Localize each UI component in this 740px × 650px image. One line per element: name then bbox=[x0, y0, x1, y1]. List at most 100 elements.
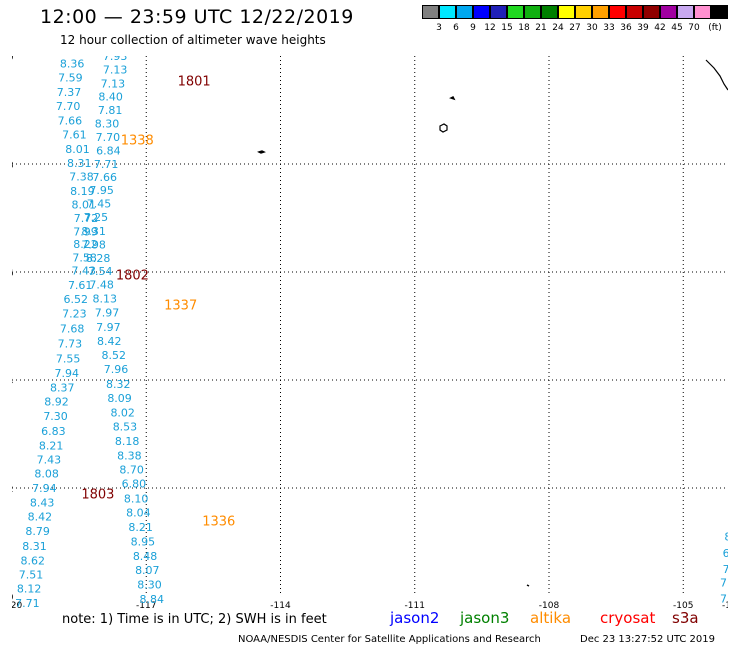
lat-tick-label: 20 bbox=[12, 56, 14, 63]
colorbar-label: 36 bbox=[620, 23, 632, 33]
lon-tick-label: -111 bbox=[405, 601, 425, 608]
swh-value: 7.98 bbox=[81, 238, 106, 251]
swh-value: 8.31 bbox=[81, 225, 106, 238]
swh-value: 8.42 bbox=[97, 335, 122, 348]
swh-value: 7 bbox=[727, 436, 728, 449]
swh-value: 8.70 bbox=[119, 464, 143, 477]
swh-value: 7.94 bbox=[32, 482, 57, 495]
swh-value: 7.13 bbox=[103, 64, 128, 77]
swh-value: 7 bbox=[727, 490, 728, 503]
swh-value: 7.71 bbox=[15, 597, 40, 608]
swh-value: 7.55 bbox=[56, 352, 80, 365]
swh-value: 8.19 bbox=[70, 185, 95, 198]
swh-value: 8.18 bbox=[115, 435, 140, 448]
swh-value: 7.94 bbox=[55, 367, 79, 380]
mission-legend-cryosat: cryosat bbox=[600, 609, 656, 627]
altimeter-track-west: 8.367.597.377.707.667.618.018.317.388.19… bbox=[15, 58, 99, 608]
swh-value: 8.02 bbox=[110, 406, 135, 419]
altimeter-track-east: 7.937.137.138.407.818.307.706.847.717.66… bbox=[81, 56, 166, 608]
swh-value: 8.31 bbox=[67, 157, 92, 170]
colorbar-swatch bbox=[660, 5, 677, 19]
swh-value: 7.68 bbox=[60, 323, 85, 336]
map-subtitle: 12 hour collection of altimeter wave hei… bbox=[60, 33, 326, 47]
swh-value: 7.38 bbox=[69, 170, 94, 183]
swh-value: 6.8 bbox=[717, 607, 728, 608]
swh-value: 7.54 bbox=[88, 265, 113, 278]
swh-value: 7.96 bbox=[104, 363, 129, 376]
swh-value: 7.13 bbox=[101, 78, 126, 91]
swh-value: 7.97 bbox=[95, 307, 120, 320]
swh-value: 8.12 bbox=[17, 582, 42, 595]
colorbar-label: 12 bbox=[484, 23, 496, 33]
pass-time-label: 1336 bbox=[202, 514, 235, 529]
swh-value: 8.62 bbox=[21, 554, 46, 567]
colorbar-label: 39 bbox=[637, 23, 649, 33]
swh-value: 8.38 bbox=[117, 450, 142, 463]
swh-value: 8.32 bbox=[106, 378, 131, 391]
map-title: 12:00 — 23:59 UTC 12/22/2019 bbox=[40, 6, 354, 28]
colorbar-label: 27 bbox=[569, 23, 581, 33]
swh-value: 7.71 bbox=[94, 158, 119, 171]
swh-value: 7.48 bbox=[89, 278, 114, 291]
colorbar-swatch bbox=[490, 5, 507, 19]
swh-value: 7.6 bbox=[720, 593, 728, 606]
colorbar-swatch bbox=[456, 5, 473, 19]
swh-value: 8.31 bbox=[22, 540, 47, 553]
lon-tick-label: -117 bbox=[136, 601, 156, 608]
colorbar-label: 33 bbox=[603, 23, 615, 33]
swh-value: 7.43 bbox=[37, 453, 62, 466]
colorbar-swatch bbox=[626, 5, 643, 19]
colorbar-swatch bbox=[592, 5, 609, 19]
colorbar-swatch bbox=[558, 5, 575, 19]
coastline-features bbox=[257, 59, 728, 587]
lat-tick-label: 10 bbox=[12, 593, 14, 603]
swh-value: 8.40 bbox=[98, 91, 123, 104]
swh-value: 8.42 bbox=[28, 511, 53, 524]
swh-value: 7.45 bbox=[87, 197, 112, 210]
swh-value: 8.04 bbox=[126, 506, 151, 519]
swh-value: 8.53 bbox=[113, 420, 138, 433]
colorbar-swatch bbox=[541, 5, 558, 19]
swh-value: 8.09 bbox=[107, 392, 132, 405]
lat-tick-label: 16 bbox=[12, 269, 14, 279]
colorbar-label: 21 bbox=[535, 23, 547, 33]
units-note: note: 1) Time is in UTC; 2) SWH is in fe… bbox=[62, 612, 327, 627]
mission-legend-jason3: jason3 bbox=[460, 609, 510, 627]
swh-value: 7.70 bbox=[96, 131, 121, 144]
coast-segment-ne bbox=[705, 59, 728, 91]
swh-value: 7.61 bbox=[62, 128, 86, 141]
swh-value: 6.52 bbox=[63, 293, 88, 306]
map-frame bbox=[12, 56, 728, 596]
pass-time-label: 1802 bbox=[116, 269, 149, 284]
swh-value: 7.30 bbox=[43, 410, 67, 423]
swh-value: 7.72 bbox=[74, 212, 99, 225]
swh-value: 8.10 bbox=[124, 492, 149, 505]
island-small-south bbox=[526, 584, 530, 587]
wave-height-map[interactable]: -120 -117 -114 -111 -108 -105 -104 20 18 16 14 12 10… bbox=[12, 56, 728, 608]
lat-tick-label: 12 bbox=[12, 485, 13, 495]
swh-value: 8.79 bbox=[25, 525, 50, 538]
swh-value: 8.28 bbox=[86, 252, 111, 265]
colorbar-swatch bbox=[609, 5, 626, 19]
swh-value: 8.21 bbox=[39, 439, 64, 452]
swh-value: 6.80 bbox=[122, 478, 147, 491]
lon-tick-label: -114 bbox=[270, 601, 291, 608]
colorbar-swatch bbox=[473, 5, 490, 19]
mission-legend-jason2: jason2 bbox=[390, 609, 440, 627]
swh-value: 7.37 bbox=[57, 86, 82, 99]
swh-value: 8.84 bbox=[140, 593, 165, 606]
swh-value: 8.30 bbox=[95, 118, 120, 131]
mission-legend-s3a: s3a bbox=[672, 609, 699, 627]
colorbar-label: 70 bbox=[688, 23, 700, 33]
swh-value: 7 bbox=[727, 452, 728, 465]
swh-value: 7.59 bbox=[58, 72, 83, 85]
swh-value: 8.01 bbox=[65, 143, 90, 156]
swh-value: 7.2 bbox=[720, 577, 728, 590]
colorbar-swatch bbox=[643, 5, 660, 19]
colorbar-label: 9 bbox=[470, 23, 476, 33]
swh-value: 7 bbox=[727, 471, 728, 484]
swh-value: 8.48 bbox=[133, 550, 158, 563]
swh-value: 7.51 bbox=[19, 568, 44, 581]
swh-value: 8.01 bbox=[72, 199, 97, 212]
swh-value: 7.58 bbox=[72, 251, 97, 264]
